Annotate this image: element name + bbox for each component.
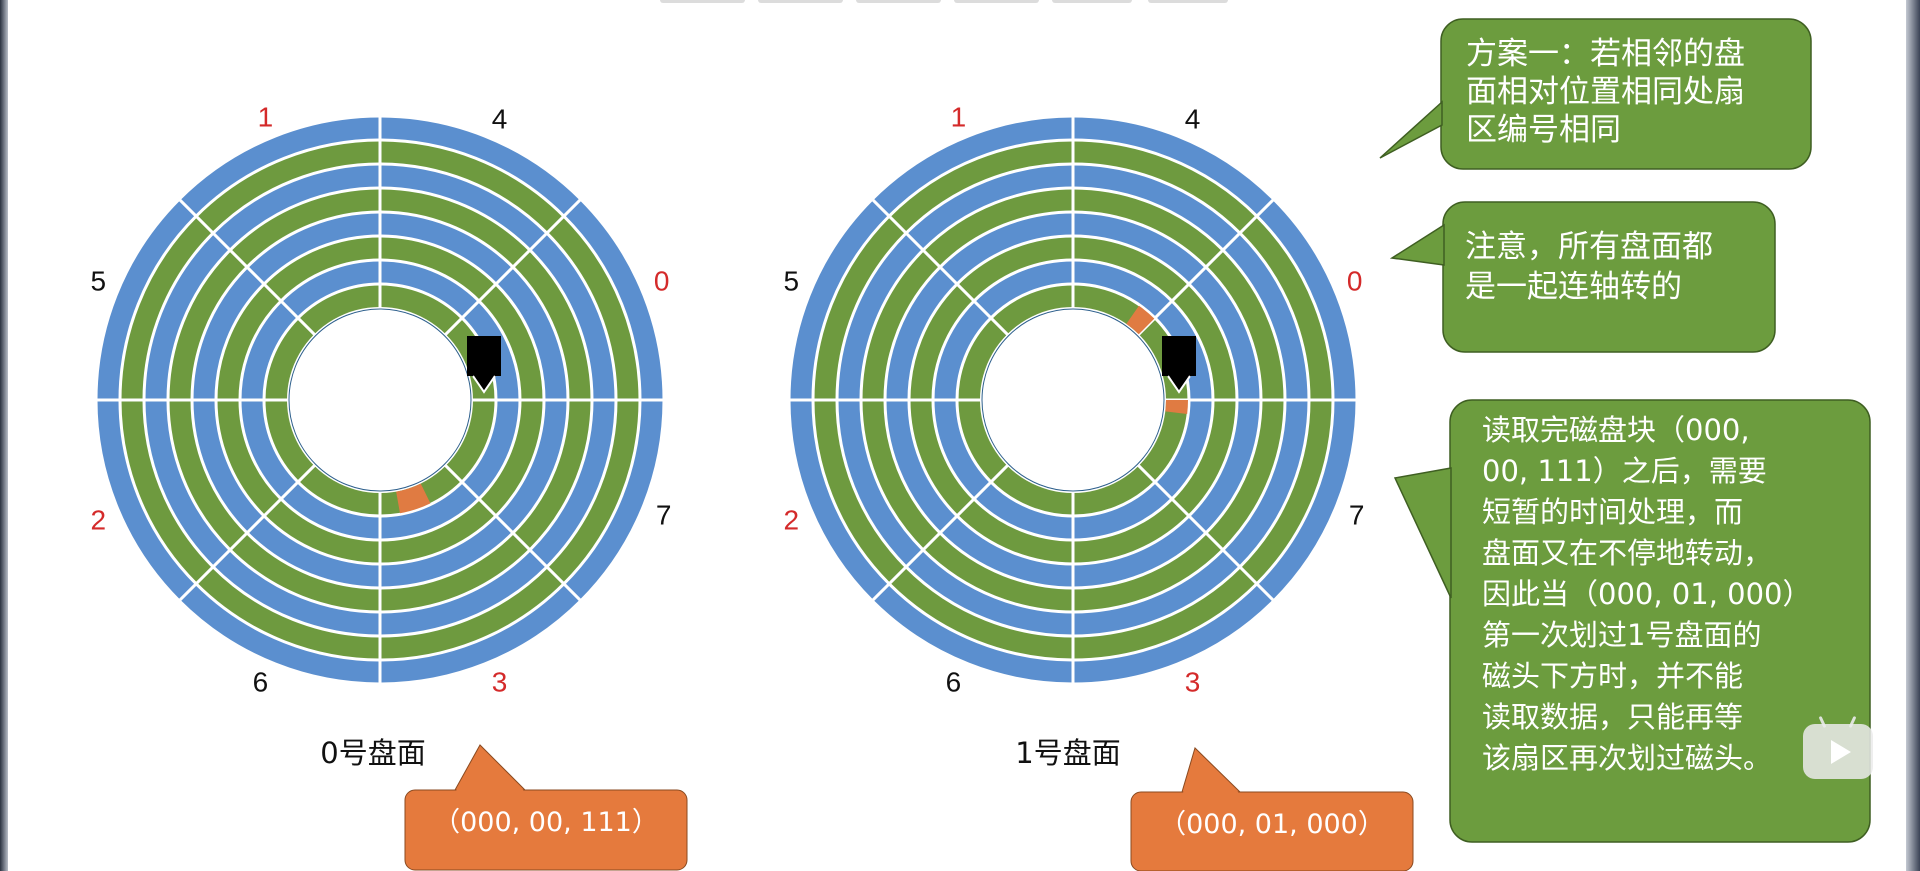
callout-note-line: 是一起连轴转的 bbox=[1465, 269, 1682, 305]
current-sector-highlight bbox=[396, 483, 431, 514]
platter-caption: 0号盘面 bbox=[320, 736, 425, 770]
address-callout bbox=[404, 789, 688, 871]
video-overlay-badge[interactable] bbox=[1803, 715, 1873, 779]
callout-explain-line: 该扇区再次划过磁头。 bbox=[1482, 741, 1772, 775]
sector-number-label: 0 bbox=[1347, 265, 1363, 296]
toolbar-tab bbox=[1052, 0, 1132, 3]
window-left-edge bbox=[0, 0, 8, 871]
callout-scheme-line: 区编号相同 bbox=[1466, 112, 1621, 148]
sector-divider bbox=[869, 463, 1010, 604]
toolbar-tab bbox=[1148, 0, 1228, 3]
callouts: 方案一：若相邻的盘面相对位置相同处扇区编号相同注意，所有盘面都是一起连轴转的读取… bbox=[1379, 18, 1871, 843]
sector-number-label: 2 bbox=[91, 505, 107, 536]
toolbar-tab bbox=[660, 0, 745, 3]
callout-explain: 读取完磁盘块（000, 00, 111）之后，需要短暂的时间处理，而盘面又在不停地… bbox=[1393, 399, 1871, 843]
sector-number-label: 3 bbox=[492, 667, 508, 698]
spindle-hole bbox=[288, 308, 472, 492]
sector-divider bbox=[176, 463, 317, 604]
sector-number-label: 0 bbox=[654, 265, 670, 296]
sector-number-label: 1 bbox=[258, 101, 274, 132]
sector-number-label: 5 bbox=[784, 265, 800, 296]
callout-explain-line: 第一次划过1号盘面的 bbox=[1482, 618, 1761, 652]
sector-number-label: 7 bbox=[1349, 500, 1365, 531]
sector-divider bbox=[869, 196, 1010, 337]
sector-number-label: 3 bbox=[1185, 667, 1201, 698]
address-callout bbox=[1130, 791, 1414, 871]
callout-explain-line: 读取完磁盘块（000, bbox=[1482, 413, 1750, 447]
block-address-text: （000, 01, 000） bbox=[1159, 809, 1385, 840]
callout-explain-line: 短暂的时间处理，而 bbox=[1482, 495, 1743, 529]
current-sector-highlight bbox=[1165, 400, 1188, 415]
platter-caption: 1号盘面 bbox=[1015, 736, 1120, 770]
spindle-hole bbox=[981, 308, 1165, 492]
callout-explain-line: 读取数据，只能再等 bbox=[1482, 700, 1743, 734]
callout-scheme-line: 方案一：若相邻的盘 bbox=[1466, 36, 1745, 72]
toolbar-tab bbox=[758, 0, 843, 3]
read-head-arrow-icon bbox=[1167, 375, 1191, 394]
sector-divider bbox=[1136, 196, 1277, 337]
sector-number-label: 7 bbox=[656, 500, 672, 531]
callout-note-line: 注意，所有盘面都 bbox=[1465, 229, 1713, 265]
disk-platter-0: 1 4 0 7 3 6 2 5 0号盘面 （000, 00, 111） bbox=[91, 101, 688, 871]
callout-explain-line: 因此当（000, 01, 000） bbox=[1482, 577, 1811, 611]
disk-platter-1: 1 4 0 7 3 6 2 5 1号盘面 （000, 01, 000） bbox=[784, 101, 1414, 871]
sector-number-label: 6 bbox=[946, 667, 962, 698]
callout-explain-line: 盘面又在不停地转动， bbox=[1482, 536, 1772, 570]
sector-number-label: 2 bbox=[784, 505, 800, 536]
read-head-arrow-icon bbox=[472, 375, 496, 394]
callout-explain-line: 磁头下方时，并不能 bbox=[1482, 659, 1743, 693]
toolbar-tab bbox=[856, 0, 941, 3]
sector-number-label: 5 bbox=[91, 265, 107, 296]
block-address-text: （000, 00, 111） bbox=[433, 807, 659, 838]
sector-divider bbox=[443, 463, 584, 604]
play-icon bbox=[1831, 740, 1851, 764]
callout-explain-line: 00, 111）之后，需要 bbox=[1482, 454, 1767, 488]
toolbar-tab bbox=[954, 0, 1039, 3]
window-right-edge bbox=[1906, 0, 1920, 871]
sector-number-label: 1 bbox=[951, 101, 967, 132]
sector-divider bbox=[1136, 463, 1277, 604]
sector-number-label: 6 bbox=[253, 667, 269, 698]
sector-number-label: 4 bbox=[492, 103, 508, 134]
sector-divider bbox=[176, 196, 317, 337]
current-sector-highlight bbox=[1126, 305, 1155, 335]
sector-number-label: 4 bbox=[1185, 103, 1201, 134]
sector-divider bbox=[443, 196, 584, 337]
callout-scheme-line: 面相对位置相同处扇 bbox=[1466, 74, 1745, 110]
